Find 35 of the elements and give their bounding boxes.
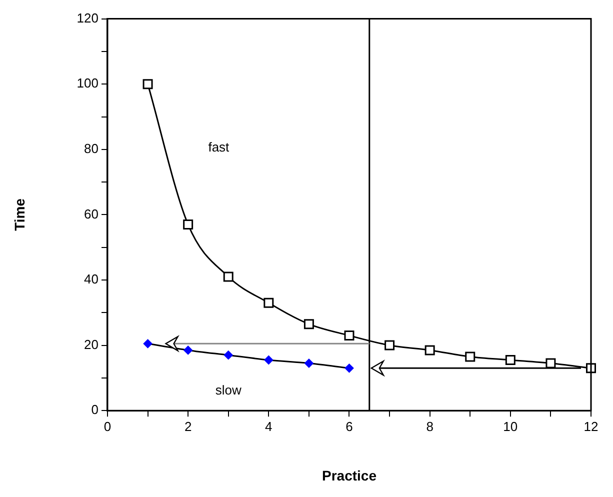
point: [304, 358, 314, 368]
y-tick-label: 60: [84, 206, 98, 222]
point: [465, 352, 476, 362]
x-tick-label: 12: [584, 418, 598, 434]
x-tick-label: 10: [503, 418, 518, 434]
point: [224, 350, 233, 360]
x-tick-label: 0: [104, 418, 112, 434]
point: [344, 330, 354, 340]
point: [384, 340, 395, 350]
annotation: slow: [215, 382, 242, 398]
point: [143, 339, 152, 348]
point: [142, 79, 153, 90]
point: [304, 319, 314, 330]
y-tick-label: 120: [76, 10, 98, 26]
point: [264, 298, 274, 308]
x-tick-label: 2: [184, 418, 192, 434]
point: [546, 358, 556, 368]
x-tick-label: 4: [265, 418, 272, 434]
point: [184, 346, 193, 355]
y-tick-label: 0: [91, 402, 98, 418]
y-tick-label: 100: [76, 76, 98, 91]
y-tick-label: 20: [84, 336, 98, 352]
y-tick-label: 80: [84, 140, 98, 156]
point: [424, 345, 435, 356]
x-tick-label: 8: [426, 418, 434, 434]
x-tick-label: 6: [346, 418, 353, 434]
x-axis-title: Practice: [322, 467, 377, 484]
y-tick-label: 40: [84, 272, 98, 287]
y-axis-title: Time: [11, 198, 28, 231]
point: [344, 364, 354, 373]
point: [505, 355, 516, 365]
point: [223, 272, 234, 282]
annotation: fast: [208, 140, 230, 155]
point: [264, 355, 274, 364]
point: [183, 220, 194, 230]
